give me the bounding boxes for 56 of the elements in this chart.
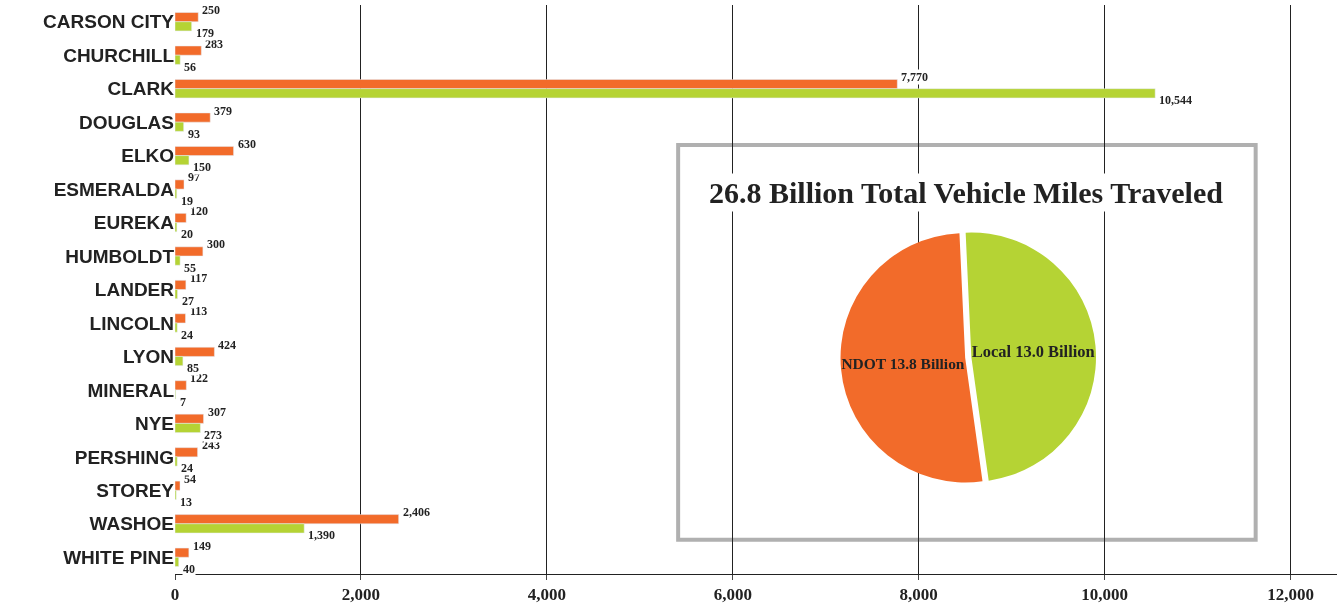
data-label: 20: [181, 227, 193, 241]
data-label: 27: [182, 294, 194, 308]
chart-title: 26.8 Billion Total Vehicle Miles Traveled: [709, 176, 1224, 209]
x-tick-label: 10,000: [1081, 585, 1128, 605]
y-tick-label: HUMBOLDT: [65, 245, 175, 267]
data-label: 85: [187, 361, 199, 375]
y-tick-label: STOREY: [96, 479, 175, 501]
data-label: 40: [183, 562, 195, 576]
data-label: 283: [205, 37, 223, 51]
y-tick-label: ESMERALDA: [53, 178, 175, 200]
data-label: 630: [238, 137, 256, 151]
y-tick-label: NYE: [134, 413, 174, 435]
data-label: 120: [190, 204, 208, 218]
x-tick-label: 8,000: [899, 585, 938, 605]
data-label: 55: [184, 261, 196, 275]
data-label: 56: [184, 60, 196, 74]
data-label: 149: [193, 539, 211, 553]
y-tick-label: EUREKA: [93, 212, 175, 234]
data-label: 2,406: [403, 505, 430, 519]
data-label: 7: [180, 395, 186, 409]
data-label: 24: [181, 328, 193, 342]
y-tick-label: PERSHING: [74, 446, 174, 468]
data-label: 1,390: [308, 528, 335, 542]
y-tick-label: WASHOE: [89, 513, 174, 535]
y-tick-label: CHURCHILL: [63, 44, 175, 66]
data-label: 19: [181, 194, 193, 208]
y-tick-label: WHITE PINE: [63, 546, 174, 568]
x-tick-label: 0: [170, 585, 180, 605]
data-label: 150: [193, 160, 211, 174]
data-label: 7,770: [901, 70, 928, 84]
data-label: 179: [196, 26, 214, 40]
y-tick-label: LINCOLN: [89, 312, 174, 334]
x-tick-label: 12,000: [1267, 585, 1314, 605]
x-tick-label: 2,000: [341, 585, 381, 605]
y-tick-label: CARSON CITY: [43, 11, 175, 33]
data-label: 250: [202, 3, 220, 17]
slice-label: Local 13.0 Billion: [971, 342, 1095, 362]
data-label: 13: [180, 495, 192, 509]
data-label: 300: [207, 237, 225, 251]
data-label: 273: [204, 428, 222, 442]
x-tick-label: 6,000: [713, 585, 752, 605]
y-tick-label: LYON: [122, 346, 174, 368]
data-label: 307: [208, 405, 226, 419]
data-label: 379: [214, 104, 232, 118]
data-label: 93: [188, 127, 200, 141]
y-tick-label: LANDER: [94, 279, 175, 301]
y-tick-label: DOUGLAS: [79, 111, 174, 133]
y-tick-label: MINERAL: [87, 379, 175, 401]
slice-label: NDOT 13.8 Billion: [841, 354, 965, 372]
data-label: 10,544: [1159, 93, 1192, 107]
data-label: 24: [181, 461, 193, 475]
x-tick-label: 4,000: [527, 585, 566, 605]
y-tick-label: CLARK: [107, 78, 175, 100]
y-tick-label: ELKO: [121, 145, 174, 167]
data-label: 54: [184, 472, 196, 486]
data-label: 424: [218, 338, 236, 352]
